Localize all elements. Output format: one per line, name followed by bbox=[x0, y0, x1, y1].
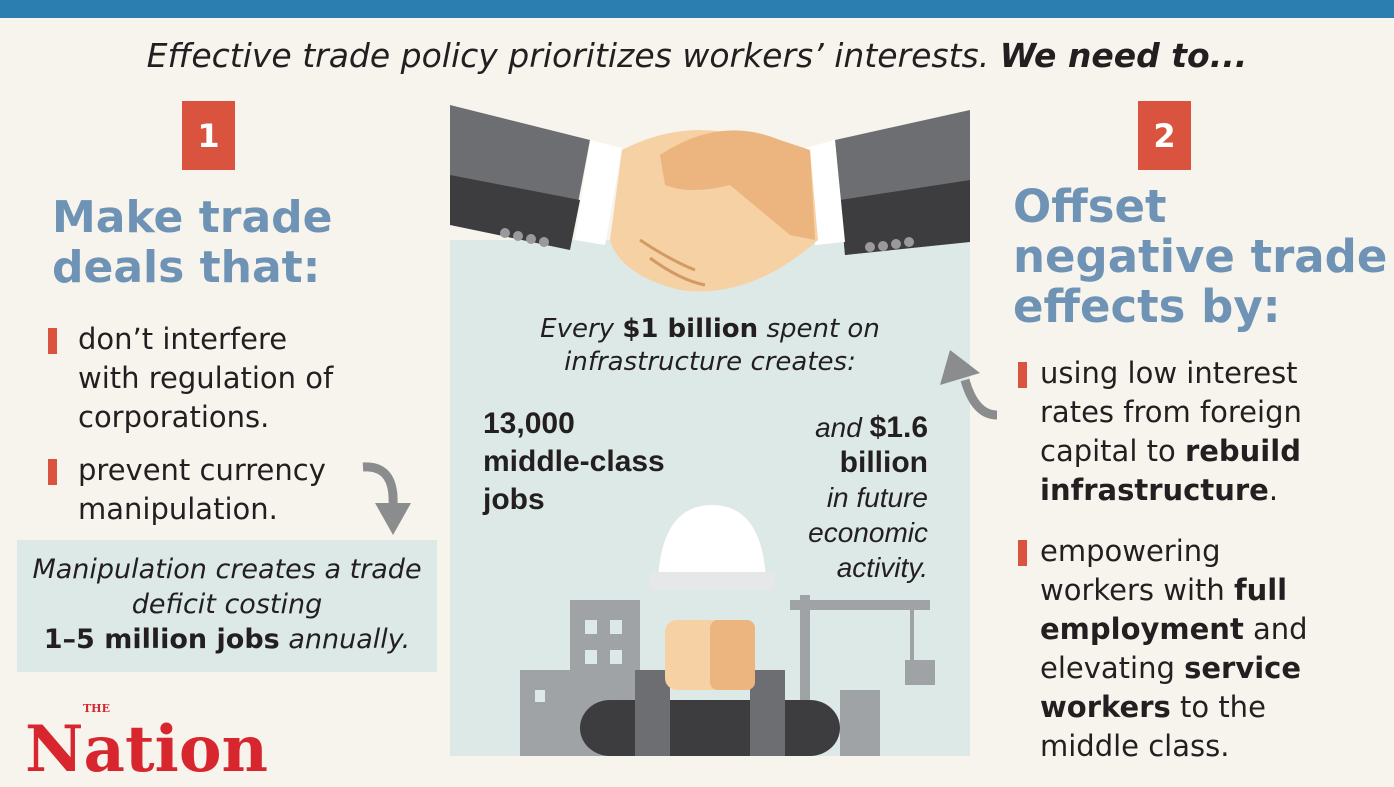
bullet-line: infrastructure. bbox=[1040, 471, 1302, 510]
step-2-badge: 2 bbox=[1138, 101, 1191, 170]
top-bar bbox=[0, 0, 1394, 18]
note-tail: annually. bbox=[288, 624, 411, 655]
right-bullet-2: empowering workers with full employment … bbox=[1018, 532, 1308, 766]
stat-text: and bbox=[815, 412, 862, 443]
note-line: Manipulation creates a trade bbox=[32, 554, 422, 585]
bullet-line: workers with full bbox=[1040, 571, 1308, 610]
bullet-text: to the bbox=[1179, 690, 1266, 724]
bullet-line: workers to the bbox=[1040, 688, 1308, 727]
bullet-text: workers with bbox=[1040, 573, 1225, 607]
headline: Effective trade policy prioritizes worke… bbox=[0, 36, 1394, 75]
title-line: deals that: bbox=[52, 242, 321, 293]
headline-text: Effective trade policy prioritizes worke… bbox=[146, 36, 990, 75]
intro-text: spent on bbox=[766, 314, 880, 344]
intro-emphasis: $1 billion bbox=[622, 314, 759, 344]
bullet-line: employment and bbox=[1040, 610, 1308, 649]
bullet-line: manipulation. bbox=[78, 492, 278, 526]
construction-worker-icon bbox=[520, 505, 935, 756]
bullet-marker bbox=[1018, 362, 1027, 388]
title-line: Offset bbox=[1013, 180, 1167, 233]
bullet-emphasis: rebuild bbox=[1184, 434, 1301, 468]
left-bullet-1: don’t interfere with regulation of corpo… bbox=[48, 320, 334, 437]
right-bullet-1: using low interest rates from foreign ca… bbox=[1018, 354, 1302, 510]
bullet-line: empowering bbox=[1040, 534, 1221, 568]
stat-line: 13,000 bbox=[483, 407, 575, 440]
activity-stat: and $1.6 billion in future economic acti… bbox=[745, 410, 928, 585]
note-line: deficit costing bbox=[131, 589, 323, 620]
bullet-line: rates from foreign bbox=[1040, 395, 1302, 429]
bullet-emphasis: employment bbox=[1040, 612, 1244, 646]
bullet-line: with regulation of bbox=[78, 361, 334, 395]
bullet-emphasis: workers bbox=[1040, 690, 1171, 724]
bullet-text: and bbox=[1253, 612, 1308, 646]
handshake-icon bbox=[450, 105, 970, 292]
intro-line: infrastructure creates: bbox=[564, 347, 856, 377]
logo-the: THE bbox=[83, 702, 110, 715]
note-line: 1–5 million jobs annually. bbox=[17, 622, 437, 657]
stat-line: jobs bbox=[483, 483, 545, 516]
intro-line: Every $1 billion spent on bbox=[450, 313, 970, 346]
bullet-marker bbox=[1018, 540, 1027, 566]
left-title: Make trade deals that: bbox=[52, 193, 332, 293]
center-intro: Every $1 billion spent on infrastructure… bbox=[450, 313, 970, 379]
stat-line: in future bbox=[826, 482, 928, 513]
bullet-line: capital to rebuild bbox=[1040, 432, 1302, 471]
bullet-text: elevating bbox=[1040, 651, 1175, 685]
bullet-line: don’t interfere bbox=[78, 322, 288, 356]
step-1-badge: 1 bbox=[182, 101, 235, 170]
stat-emphasis: $1.6 bbox=[869, 411, 928, 444]
stat-line: activity. bbox=[836, 552, 928, 583]
title-line: negative trade bbox=[1013, 230, 1388, 283]
stat-line: middle-class bbox=[483, 445, 665, 478]
bullet-line: elevating service bbox=[1040, 649, 1308, 688]
the-nation-logo: Nation bbox=[25, 712, 269, 787]
bullet-line: middle class. bbox=[1040, 729, 1230, 763]
title-line: Make trade bbox=[52, 192, 333, 243]
stat-line: economic bbox=[808, 517, 928, 548]
curved-arrow-down-icon bbox=[362, 462, 411, 535]
title-line: effects by: bbox=[1013, 280, 1281, 333]
left-bullet-2: prevent currency manipulation. bbox=[48, 451, 326, 529]
right-title: Offset negative trade effects by: bbox=[1013, 182, 1387, 332]
note-emphasis: 1–5 million jobs bbox=[43, 624, 280, 655]
jobs-stat: 13,000 middle-class jobs bbox=[483, 405, 723, 519]
curved-arrow-up-icon bbox=[940, 350, 998, 420]
bullet-text: capital to bbox=[1040, 434, 1176, 468]
bullet-emphasis: full bbox=[1233, 573, 1288, 607]
headline-emphasis: We need to... bbox=[999, 36, 1248, 75]
bullet-text: . bbox=[1268, 473, 1279, 507]
bullet-line: prevent currency bbox=[78, 453, 326, 487]
stat-line: billion bbox=[839, 446, 928, 479]
manipulation-note: Manipulation creates a trade deficit cos… bbox=[17, 540, 437, 672]
bullet-marker bbox=[48, 459, 57, 485]
bullet-marker bbox=[48, 328, 57, 354]
bullet-line: using low interest bbox=[1040, 356, 1298, 390]
stat-line: and $1.6 bbox=[745, 410, 928, 445]
intro-text: Every bbox=[540, 314, 615, 344]
bullet-emphasis: service bbox=[1184, 651, 1302, 685]
bullet-line: corporations. bbox=[78, 400, 270, 434]
bullet-emphasis: infrastructure bbox=[1040, 473, 1269, 507]
